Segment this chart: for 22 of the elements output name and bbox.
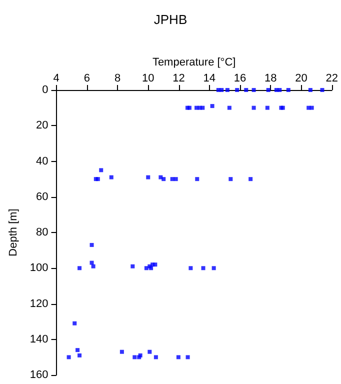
y-tick-label: 20 xyxy=(36,120,48,132)
x-tick-label: 18 xyxy=(264,72,277,84)
y-tick-label: 0 xyxy=(42,84,48,96)
x-tick-label: 20 xyxy=(295,72,308,84)
y-tick-label: 140 xyxy=(30,333,48,346)
y-axis-title: Depth [m] xyxy=(8,208,20,256)
x-tick-label: 4 xyxy=(53,72,60,84)
chart-title: JPHB xyxy=(154,12,188,27)
x-tick-label: 14 xyxy=(203,72,216,84)
x-tick-label: 6 xyxy=(84,72,90,84)
x-tick-label: 22 xyxy=(326,72,338,84)
y-tick-label: 100 xyxy=(30,262,48,274)
x-tick-label: 8 xyxy=(114,72,121,84)
x-axis-title: Temperature [°C] xyxy=(152,56,236,68)
x-tick-label: 12 xyxy=(172,72,185,84)
x-tick-label: 10 xyxy=(142,72,154,84)
y-tick-label: 60 xyxy=(36,190,48,203)
y-tick-label: 120 xyxy=(30,298,48,310)
y-tick-label: 160 xyxy=(30,369,48,381)
x-tick-label: 16 xyxy=(234,72,246,84)
y-tick-label: 40 xyxy=(36,155,48,168)
y-tick-label: 80 xyxy=(36,226,48,238)
